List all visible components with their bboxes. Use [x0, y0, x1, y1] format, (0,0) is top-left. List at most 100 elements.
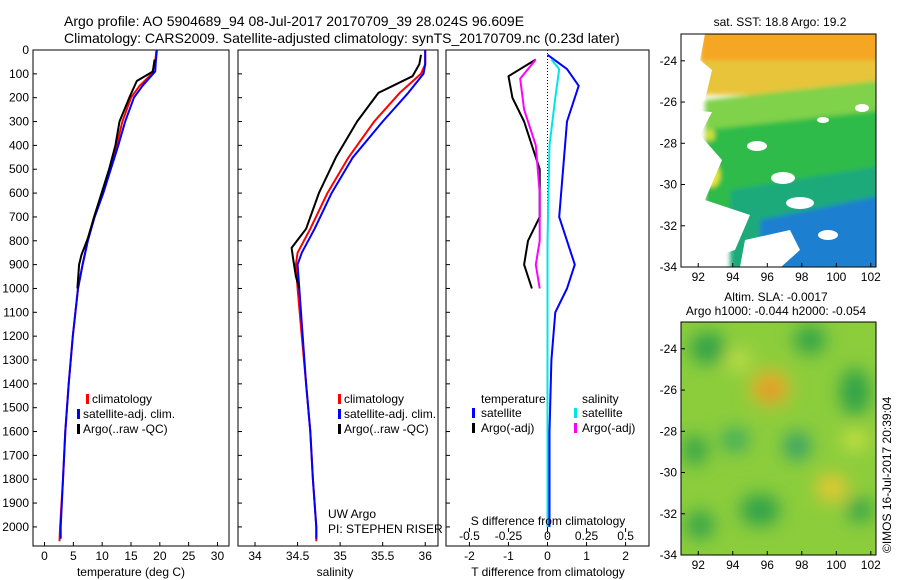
legend-swatch-argo	[338, 424, 341, 434]
sla-map-heatmap	[681, 322, 876, 555]
depth-tick-label: 700	[9, 210, 29, 224]
map-x-tick-label: 100	[826, 270, 846, 284]
series-line-satellite	[546, 53, 580, 527]
depth-tick-label: 400	[9, 138, 29, 152]
salinity-series	[290, 50, 427, 542]
depth-tick-label: 1600	[2, 425, 29, 439]
temperature-x-axis: 0 5 10 15 20 25 30	[41, 542, 224, 563]
x-tick-label: 35.5	[371, 549, 395, 563]
map-y-tick-label: -32	[660, 507, 678, 521]
legend-header-temperature: temperature	[481, 392, 546, 406]
series-line-satellite	[546, 58, 561, 527]
sla-map-x-axis: 92 94 96 98 100 102	[692, 551, 881, 572]
difference-xlabel: T difference from climatology	[471, 565, 625, 579]
legend-label-climatology: climatology	[344, 392, 404, 406]
legend-swatch-argo	[77, 424, 80, 434]
salinity-x-axis: 34 34.5 35 35.5 36	[248, 542, 432, 563]
x-tick-label: 0	[544, 549, 551, 563]
x-tick-label: 25	[182, 549, 196, 563]
x-tick-label: 10	[95, 549, 109, 563]
depth-tick-label: 0	[22, 43, 29, 57]
legend-label-s-argo: Argo(-adj)	[582, 421, 635, 435]
legend-swatch-t-argo	[472, 423, 475, 433]
legend-swatch-climatology	[338, 394, 341, 404]
x-tick-label: 5	[70, 549, 77, 563]
legend-swatch-satellite	[338, 409, 341, 419]
map-x-tick-label: 94	[726, 270, 740, 284]
x2-tick-label: -0.5	[459, 529, 480, 543]
legend-header-salinity: salinity	[582, 392, 619, 406]
series-line-argo--adj-	[507, 58, 541, 289]
map-x-tick-label: 102	[861, 270, 881, 284]
depth-tick-label: 900	[9, 258, 29, 272]
map-y-tick-label: -28	[660, 136, 678, 150]
map-y-tick-label: -30	[660, 466, 678, 480]
map-y-tick-label: -32	[660, 219, 678, 233]
series-line-argo---raw--qc-	[76, 59, 156, 289]
depth-tick-label: 2000	[2, 520, 29, 534]
series-line-climatology	[58, 49, 158, 542]
sla-map-y-axis: -24 -26 -28 -30 -32 -34	[660, 342, 685, 562]
sst-map-frame	[680, 33, 877, 268]
header-line1: Argo profile: AO 5904689_94 08-Jul-2017 …	[64, 13, 524, 29]
legend-swatch-satellite	[77, 409, 80, 419]
legend-label-s-satellite: satellite	[582, 406, 623, 420]
annotation-pi: PI: STEPHEN RISER	[328, 522, 443, 536]
legend-label-climatology: climatology	[92, 392, 152, 406]
sla-map-subtitle: Argo h1000: -0.044 h2000: -0.054	[686, 304, 866, 318]
sst-map-heatmap	[681, 34, 876, 267]
temperature-depth-axis: 0 100 200 300 400 500 600 700 800 900 1000 1100 1200…	[2, 43, 37, 534]
map-x-tick-label: 94	[726, 558, 740, 572]
salinity-y-ticks	[238, 49, 242, 528]
x-tick-label: 15	[124, 549, 138, 563]
imos-stamp: ©IMOS 16-Jul-2017 20:39:04	[880, 396, 894, 553]
annotation-uw-argo: UW Argo	[328, 507, 376, 521]
depth-tick-label: 1000	[2, 281, 29, 295]
depth-tick-label: 100	[9, 67, 29, 81]
legend-label-satellite: satellite-adj. clim.	[344, 407, 436, 421]
map-x-tick-label: 92	[692, 558, 706, 572]
x2-tick-label: 0.5	[617, 529, 634, 543]
x-tick-label: 34.5	[286, 549, 310, 563]
x-tick-label: 0	[41, 549, 48, 563]
series-line-satellite-adj--clim-	[296, 50, 427, 539]
x-tick-label: 36	[419, 549, 433, 563]
depth-tick-label: 1200	[2, 329, 29, 343]
map-y-tick-label: -26	[660, 383, 678, 397]
difference-y-ticks	[446, 49, 450, 528]
map-y-tick-label: -28	[660, 424, 678, 438]
x2-tick-label: 0.25	[575, 529, 599, 543]
legend-label-satellite: satellite-adj. clim.	[83, 407, 175, 421]
x-tick-label: 2	[622, 549, 629, 563]
legend-label-t-satellite: satellite	[481, 406, 522, 420]
temperature-series	[58, 49, 158, 542]
x-tick-label: 35	[333, 549, 347, 563]
temperature-xlabel: temperature (deg C)	[77, 565, 185, 579]
sst-map-y-axis: -24 -26 -28 -30 -32 -34	[660, 54, 685, 274]
legend-swatch-t-satellite	[472, 408, 475, 418]
legend-label-t-argo: Argo(-adj)	[481, 421, 534, 435]
series-line-argo--adj-	[519, 58, 541, 289]
map-y-tick-label: -24	[660, 54, 678, 68]
salinity-legend: climatology satellite-adj. clim. Argo(..…	[338, 392, 436, 436]
depth-tick-label: 1500	[2, 401, 29, 415]
temperature-legend: climatology satellite-adj. clim. Argo(..…	[77, 392, 175, 436]
header-line2: Climatology: CARS2009. Satellite-adjuste…	[64, 30, 620, 46]
x-tick-label: -1	[503, 549, 514, 563]
map-y-tick-label: -26	[660, 95, 678, 109]
legend-swatch-s-argo	[574, 423, 577, 433]
depth-tick-label: 1700	[2, 448, 29, 462]
difference-x-axis: -2 -1 0 1 2	[464, 542, 629, 563]
salinity-panel-frame	[237, 49, 439, 547]
x-tick-label: 20	[153, 549, 167, 563]
x-tick-label: 1	[583, 549, 590, 563]
legend-label-argo: Argo(..raw -QC)	[83, 422, 168, 436]
x-tick-label: 34	[248, 549, 262, 563]
map-x-tick-label: 102	[861, 558, 881, 572]
series-line-climatology	[294, 50, 427, 542]
x2-tick-label: -0.25	[495, 529, 523, 543]
series-line-satellite-adj--clim-	[59, 49, 158, 539]
depth-tick-label: 1400	[2, 377, 29, 391]
depth-tick-label: 300	[9, 115, 29, 129]
